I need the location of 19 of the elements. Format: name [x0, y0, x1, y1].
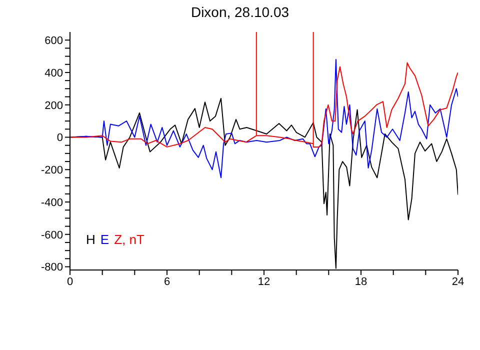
- text: H: [86, 232, 96, 247]
- x-tick-label: 12: [258, 276, 270, 288]
- y-tick-label: -600: [40, 229, 63, 242]
- text: Z: [114, 232, 122, 247]
- x-tick-label: 24: [452, 276, 464, 288]
- y-tick-label: 400: [44, 67, 63, 80]
- y-tick-label: 200: [44, 100, 63, 112]
- x-tick-label: 0: [66, 276, 74, 288]
- chart-title: Dixon, 28.10.03: [190, 4, 290, 20]
- x-tick-label: 6: [164, 276, 170, 288]
- line-series: [70, 32, 458, 148]
- x-tick-label: 18: [354, 276, 368, 288]
- text: E: [100, 232, 110, 247]
- y-tick-label: -400: [40, 196, 63, 209]
- y-tick-label: 0: [56, 132, 63, 144]
- y-tick-label: -200: [40, 164, 63, 177]
- y-tick-label: -800: [40, 262, 63, 274]
- y-tick-label: 600: [44, 35, 63, 47]
- legend-title: , nT: [122, 232, 144, 247]
